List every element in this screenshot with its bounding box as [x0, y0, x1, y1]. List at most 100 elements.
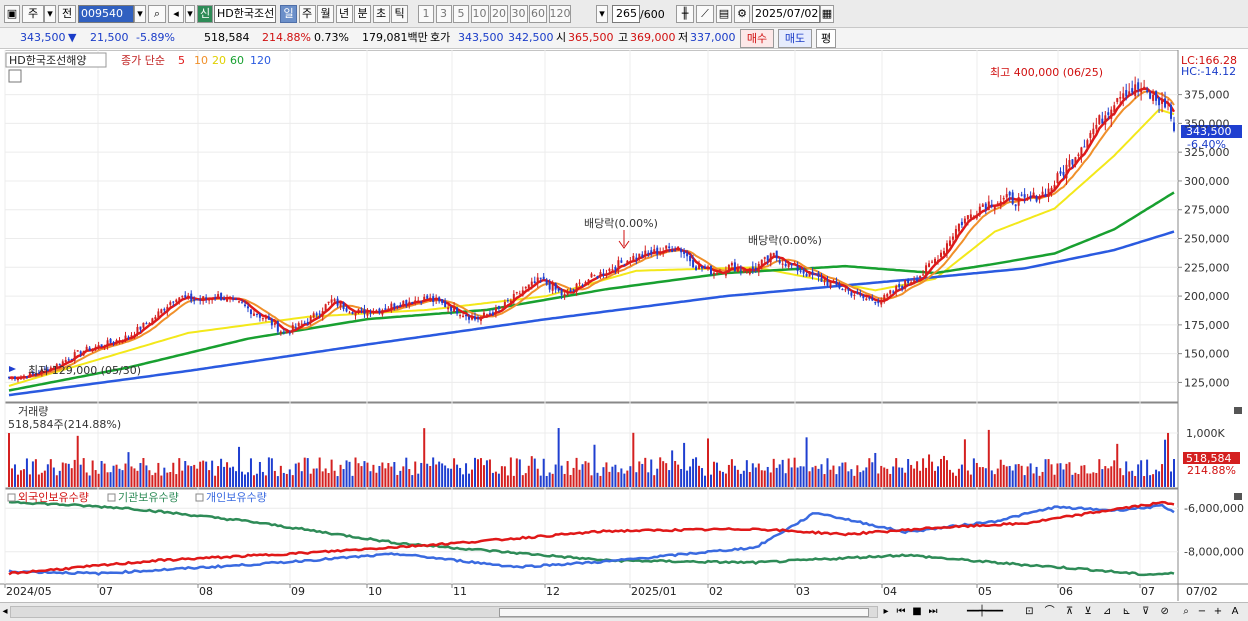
- candle-body: [1029, 195, 1032, 198]
- period-select[interactable]: 주: [22, 5, 44, 23]
- font-size-icon[interactable]: A: [1231, 606, 1239, 617]
- volume-bar: [742, 470, 745, 487]
- volume-bar: [456, 464, 459, 487]
- indicator-menu-icon[interactable]: [8, 69, 22, 83]
- volume-bar: [28, 474, 31, 487]
- legend-box-indiv: [195, 493, 204, 502]
- zoom-out-icon[interactable]: −: [1197, 606, 1207, 617]
- code-dropdown-icon[interactable]: ▾: [134, 5, 146, 23]
- code-input[interactable]: 009540: [78, 5, 134, 23]
- candle-body: [874, 301, 877, 304]
- volume-bar: [88, 475, 91, 487]
- legend-box-foreign: [7, 493, 16, 502]
- scroll-left-icon[interactable]: ◂: [2, 606, 8, 617]
- candle-body: [922, 274, 925, 276]
- volume-bar: [232, 466, 235, 487]
- count-input[interactable]: 265: [612, 5, 640, 23]
- scroll-right-icon[interactable]: ▸: [883, 606, 889, 617]
- candle-body: [187, 295, 190, 297]
- zoom-slider[interactable]: ━━┿━━━: [966, 606, 1004, 617]
- volume-panel-close-icon[interactable]: [1234, 407, 1242, 414]
- volume-bar: [617, 472, 620, 487]
- holding-panel-close-icon[interactable]: [1234, 493, 1242, 500]
- volume-bar: [916, 461, 919, 487]
- candle-body: [420, 301, 423, 304]
- candle-body: [118, 340, 121, 342]
- interval-3[interactable]: 3: [435, 5, 452, 23]
- volume-bar: [584, 461, 587, 487]
- volume-bar: [208, 470, 211, 487]
- stock-name: HD한국조선: [217, 7, 275, 20]
- sell-button[interactable]: 매도: [778, 29, 812, 48]
- tab-2[interactable]: 월: [317, 5, 334, 23]
- candle-type-icon[interactable]: ╫: [676, 5, 694, 23]
- candle-body: [348, 312, 351, 314]
- calendar-icon[interactable]: ▦: [820, 5, 834, 23]
- zoom-in-icon[interactable]: +: [1213, 606, 1223, 617]
- stock-chart[interactable]: HD한국조선해양 종가 단순 5 10 20 60 120 LC:166.28 …: [0, 50, 1248, 602]
- volume-bar: [118, 468, 121, 487]
- interval-30[interactable]: 30: [509, 5, 528, 23]
- tab-0[interactable]: 일: [280, 5, 297, 23]
- volume-bar: [465, 463, 468, 487]
- chevron-down-icon[interactable]: ▾: [596, 5, 608, 23]
- candle-body: [614, 266, 617, 271]
- candle-body: [593, 275, 596, 277]
- volume-bar: [614, 464, 617, 487]
- volume-bar: [751, 463, 754, 487]
- interval-1[interactable]: 1: [418, 5, 434, 23]
- search-icon[interactable]: ⌕: [148, 5, 166, 23]
- stop-icon[interactable]: ■: [912, 606, 922, 617]
- scrollbar[interactable]: [10, 606, 878, 618]
- volume-bar: [799, 466, 802, 487]
- candle-body: [482, 312, 485, 318]
- volume-bar: [1071, 474, 1074, 487]
- date-input[interactable]: 2025/07/02: [752, 5, 820, 23]
- volume-bar: [414, 461, 417, 487]
- volume-bar: [829, 469, 832, 487]
- scroll-thumb[interactable]: [499, 608, 869, 617]
- gear-icon[interactable]: ⚙: [734, 5, 750, 23]
- prev-button[interactable]: 전: [58, 5, 76, 23]
- candle-body: [1152, 94, 1155, 101]
- volume-bar: [229, 467, 232, 487]
- candle-body: [596, 276, 599, 279]
- window-menu-icon[interactable]: ▣: [4, 5, 20, 23]
- candle-body: [623, 264, 626, 266]
- speaker-icon[interactable]: ◂: [168, 5, 184, 23]
- tab-1[interactable]: 주: [298, 5, 316, 23]
- chevron-down-icon[interactable]: ▾: [44, 5, 56, 23]
- buy-button[interactable]: 매수: [740, 29, 774, 48]
- candle-body: [883, 295, 886, 302]
- zoom-icon[interactable]: ⌕: [1183, 606, 1189, 617]
- candle-body: [43, 368, 46, 370]
- drawing-tools-icon[interactable]: ⊡ ⌒ ⊼ ⊻ ⊿ ⊾ ⊽ ⊘: [1025, 606, 1173, 617]
- chevron-down-icon[interactable]: ▾: [185, 5, 195, 23]
- candle-body: [1008, 191, 1011, 196]
- trend-icon[interactable]: ⟋: [696, 5, 714, 23]
- save-icon[interactable]: ▤: [716, 5, 732, 23]
- candle-body: [647, 252, 650, 254]
- first-icon[interactable]: ⏮: [896, 606, 906, 617]
- interval-10[interactable]: 10: [470, 5, 489, 23]
- volume-bar: [940, 458, 942, 487]
- tab-4[interactable]: 분: [354, 5, 371, 23]
- volume-bar: [360, 466, 363, 487]
- candle-body: [1068, 160, 1071, 167]
- candle-body: [166, 306, 169, 313]
- interval-20[interactable]: 20: [490, 5, 508, 23]
- interval-5[interactable]: 5: [453, 5, 469, 23]
- interval-60[interactable]: 60: [529, 5, 547, 23]
- candle-body: [476, 317, 479, 319]
- candle-body: [545, 280, 548, 285]
- candle-body: [916, 280, 919, 282]
- tab-6[interactable]: 틱: [391, 5, 408, 23]
- avg-button[interactable]: 평: [816, 29, 836, 48]
- volume-bar: [1065, 463, 1068, 487]
- volume-bar: [450, 468, 453, 487]
- tab-3[interactable]: 년: [335, 5, 353, 23]
- interval-120[interactable]: 120: [548, 5, 571, 23]
- play-icon[interactable]: ⏭: [928, 606, 938, 617]
- tab-5[interactable]: 초: [372, 5, 390, 23]
- stock-name-field[interactable]: HD한국조선: [214, 5, 276, 23]
